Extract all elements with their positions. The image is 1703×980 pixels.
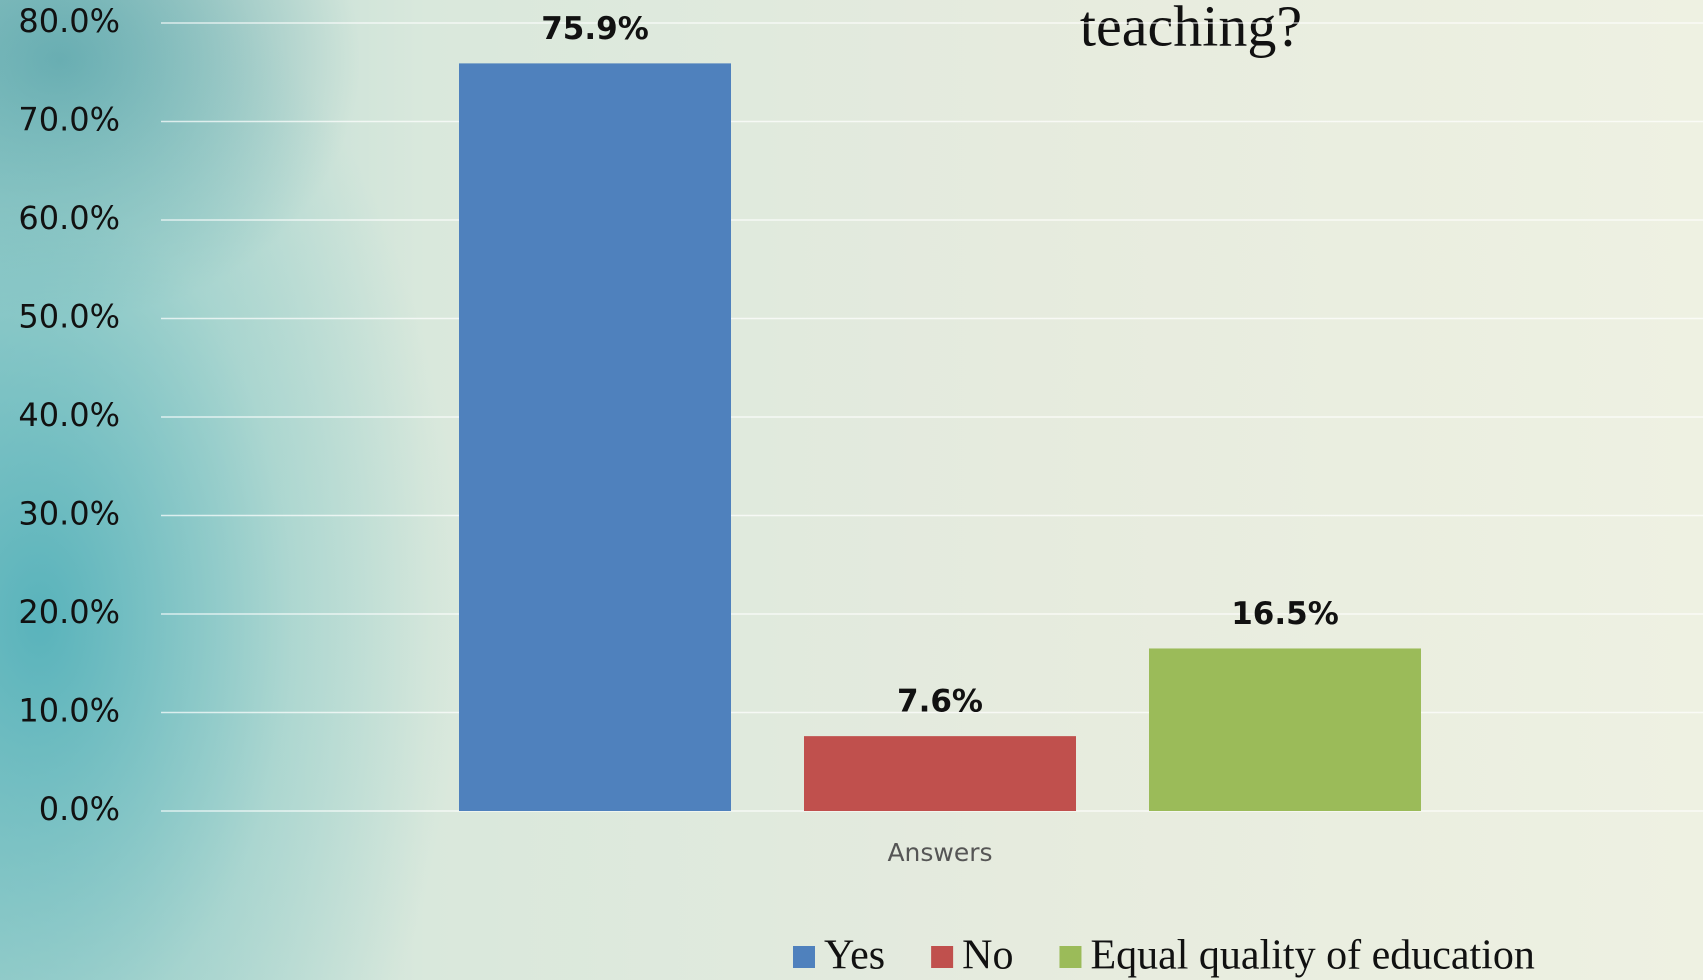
legend-swatch xyxy=(793,946,815,968)
legend-label: Yes xyxy=(824,933,885,979)
y-tick-label: 60.0% xyxy=(18,199,120,237)
y-tick-label: 80.0% xyxy=(18,2,120,40)
bar xyxy=(459,63,731,811)
legend-label: Equal quality of education xyxy=(1090,933,1534,979)
bar xyxy=(804,736,1076,811)
chart-title: teaching? xyxy=(1080,0,1302,58)
x-tick-label: Answers xyxy=(887,838,992,867)
y-tick-label: 10.0% xyxy=(18,692,120,730)
y-tick-label: 70.0% xyxy=(18,101,120,139)
y-tick-label: 20.0% xyxy=(18,593,120,631)
legend-swatch xyxy=(931,946,954,968)
y-tick-label: 50.0% xyxy=(18,298,120,336)
data-label: 7.6% xyxy=(897,684,983,720)
data-label: 75.9% xyxy=(541,11,649,47)
y-tick-label: 0.0% xyxy=(39,790,120,828)
data-label: 16.5% xyxy=(1231,596,1339,632)
bar xyxy=(1149,648,1421,811)
y-tick-label: 40.0% xyxy=(18,396,120,434)
y-tick-label: 30.0% xyxy=(18,495,120,533)
legend-label: No xyxy=(962,933,1013,979)
legend-swatch xyxy=(1059,946,1082,968)
